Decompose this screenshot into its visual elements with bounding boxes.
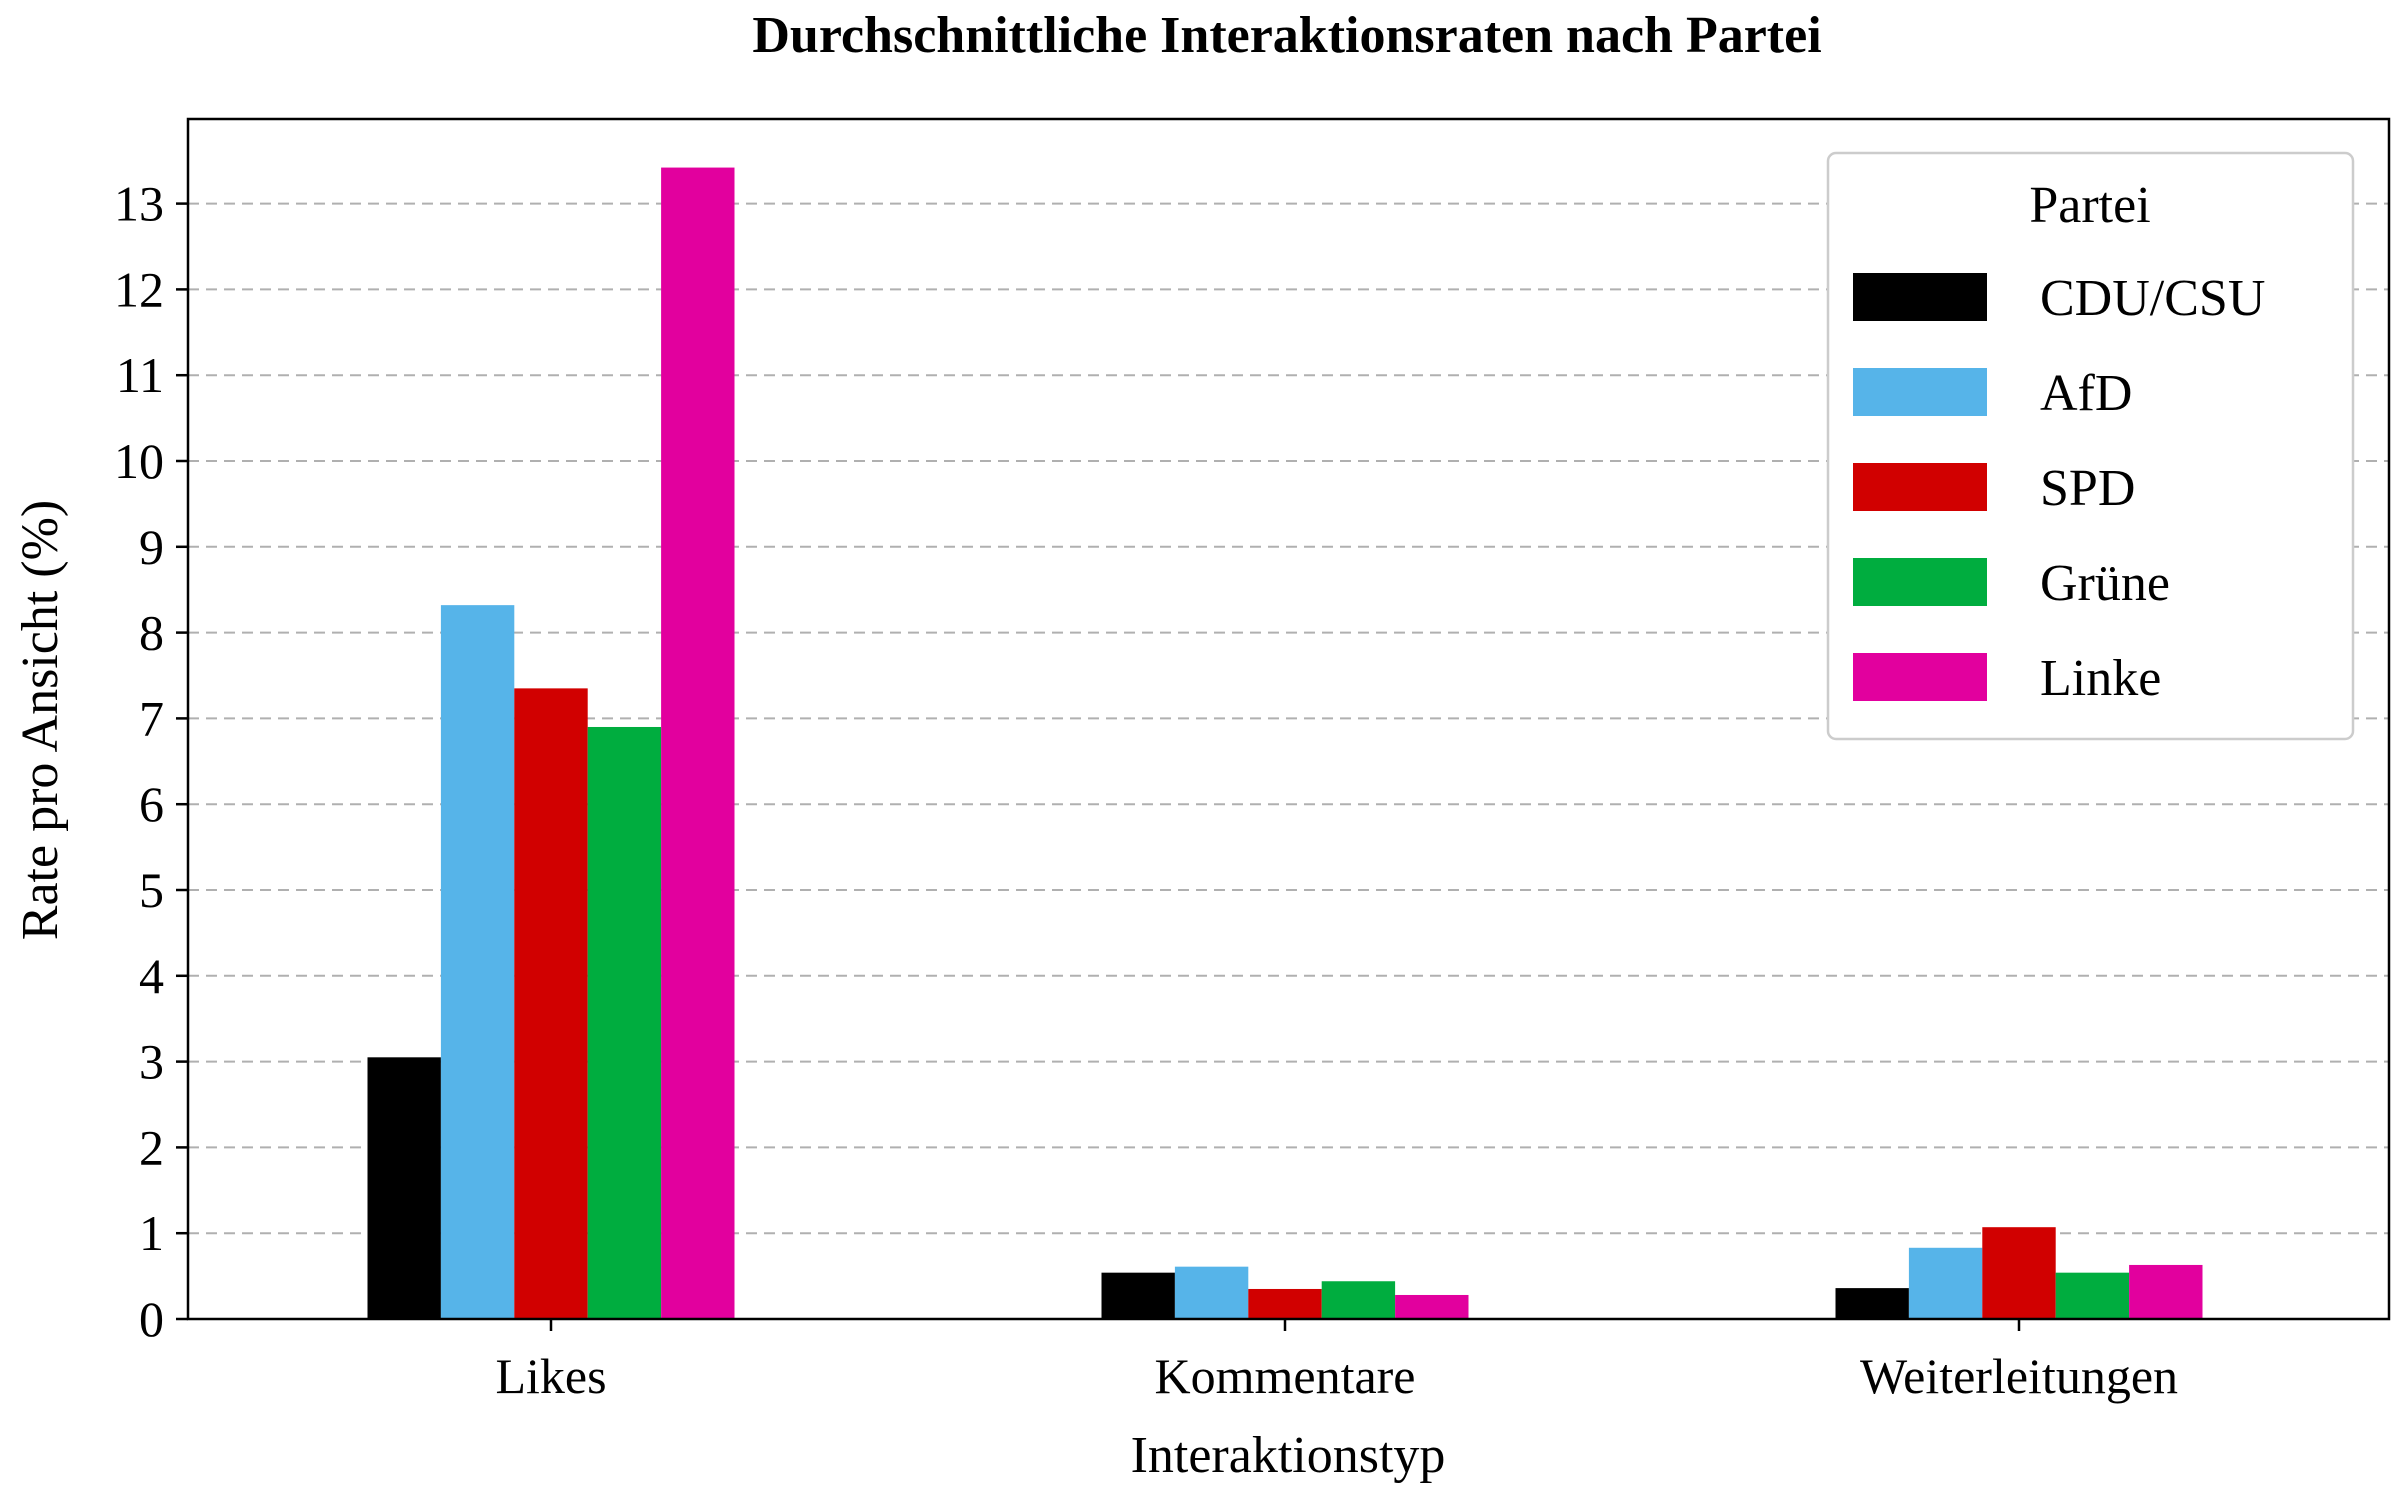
legend-label: Grüne — [2040, 555, 2170, 612]
y-tick-label: 6 — [139, 776, 164, 832]
bar — [2129, 1264, 2203, 1319]
y-tick-label: 10 — [114, 433, 164, 489]
bar — [440, 605, 515, 1319]
legend-label: SPD — [2040, 460, 2135, 517]
y-tick-label: 4 — [139, 948, 164, 1004]
x-tick-label: Likes — [495, 1348, 606, 1404]
bar — [1248, 1288, 1322, 1319]
y-tick-label: 0 — [139, 1291, 164, 1347]
legend-swatch — [1853, 653, 1987, 701]
legend: Partei CDU/CSU AfD SPD Grüne Linke — [1826, 151, 2355, 741]
legend-label: Linke — [2040, 650, 2161, 707]
y-tick-label: 5 — [139, 862, 164, 918]
bar — [367, 1057, 441, 1319]
bar — [587, 726, 662, 1319]
bar — [1908, 1247, 1983, 1319]
bar — [661, 167, 735, 1320]
y-axis-label: Rate pro Ansicht (%) — [12, 500, 69, 940]
y-tick-label: 3 — [139, 1034, 164, 1090]
y-tick-label: 1 — [139, 1205, 164, 1261]
bars — [367, 167, 2203, 1320]
legend-label: CDU/CSU — [2040, 270, 2265, 327]
bar — [1982, 1227, 2056, 1319]
legend-swatch — [1853, 558, 1987, 606]
bar — [1321, 1281, 1396, 1319]
x-tick-label: Kommentare — [1154, 1348, 1415, 1404]
legend-label: AfD — [2040, 365, 2132, 422]
y-tick-label: 9 — [139, 519, 164, 575]
legend-title: Partei — [2029, 177, 2150, 234]
legend-swatch — [1853, 463, 1987, 511]
bar — [514, 688, 588, 1319]
bar — [1174, 1266, 1249, 1319]
x-axis: Likes Kommentare Weiterleitungen — [495, 1319, 2178, 1404]
bar — [1395, 1294, 1469, 1319]
y-tick-label: 11 — [116, 347, 164, 403]
y-tick-label: 12 — [114, 261, 164, 317]
legend-swatch — [1853, 273, 1987, 321]
bar — [1835, 1288, 1909, 1319]
x-axis-label: Interaktionstyp — [1131, 1427, 1446, 1484]
chart-title: Durchschnittliche Interaktionsraten nach… — [752, 7, 1821, 64]
legend-swatch — [1853, 368, 1987, 416]
legend-items: CDU/CSU AfD SPD Grüne Linke — [1853, 270, 2265, 707]
bar — [1101, 1272, 1175, 1319]
bar — [2055, 1272, 2130, 1319]
y-tick-label: 2 — [139, 1119, 164, 1175]
y-tick-label: 13 — [114, 176, 164, 232]
x-tick-label: Weiterleitungen — [1860, 1348, 2178, 1404]
y-tick-label: 8 — [139, 605, 164, 661]
y-tick-label: 7 — [139, 690, 164, 746]
